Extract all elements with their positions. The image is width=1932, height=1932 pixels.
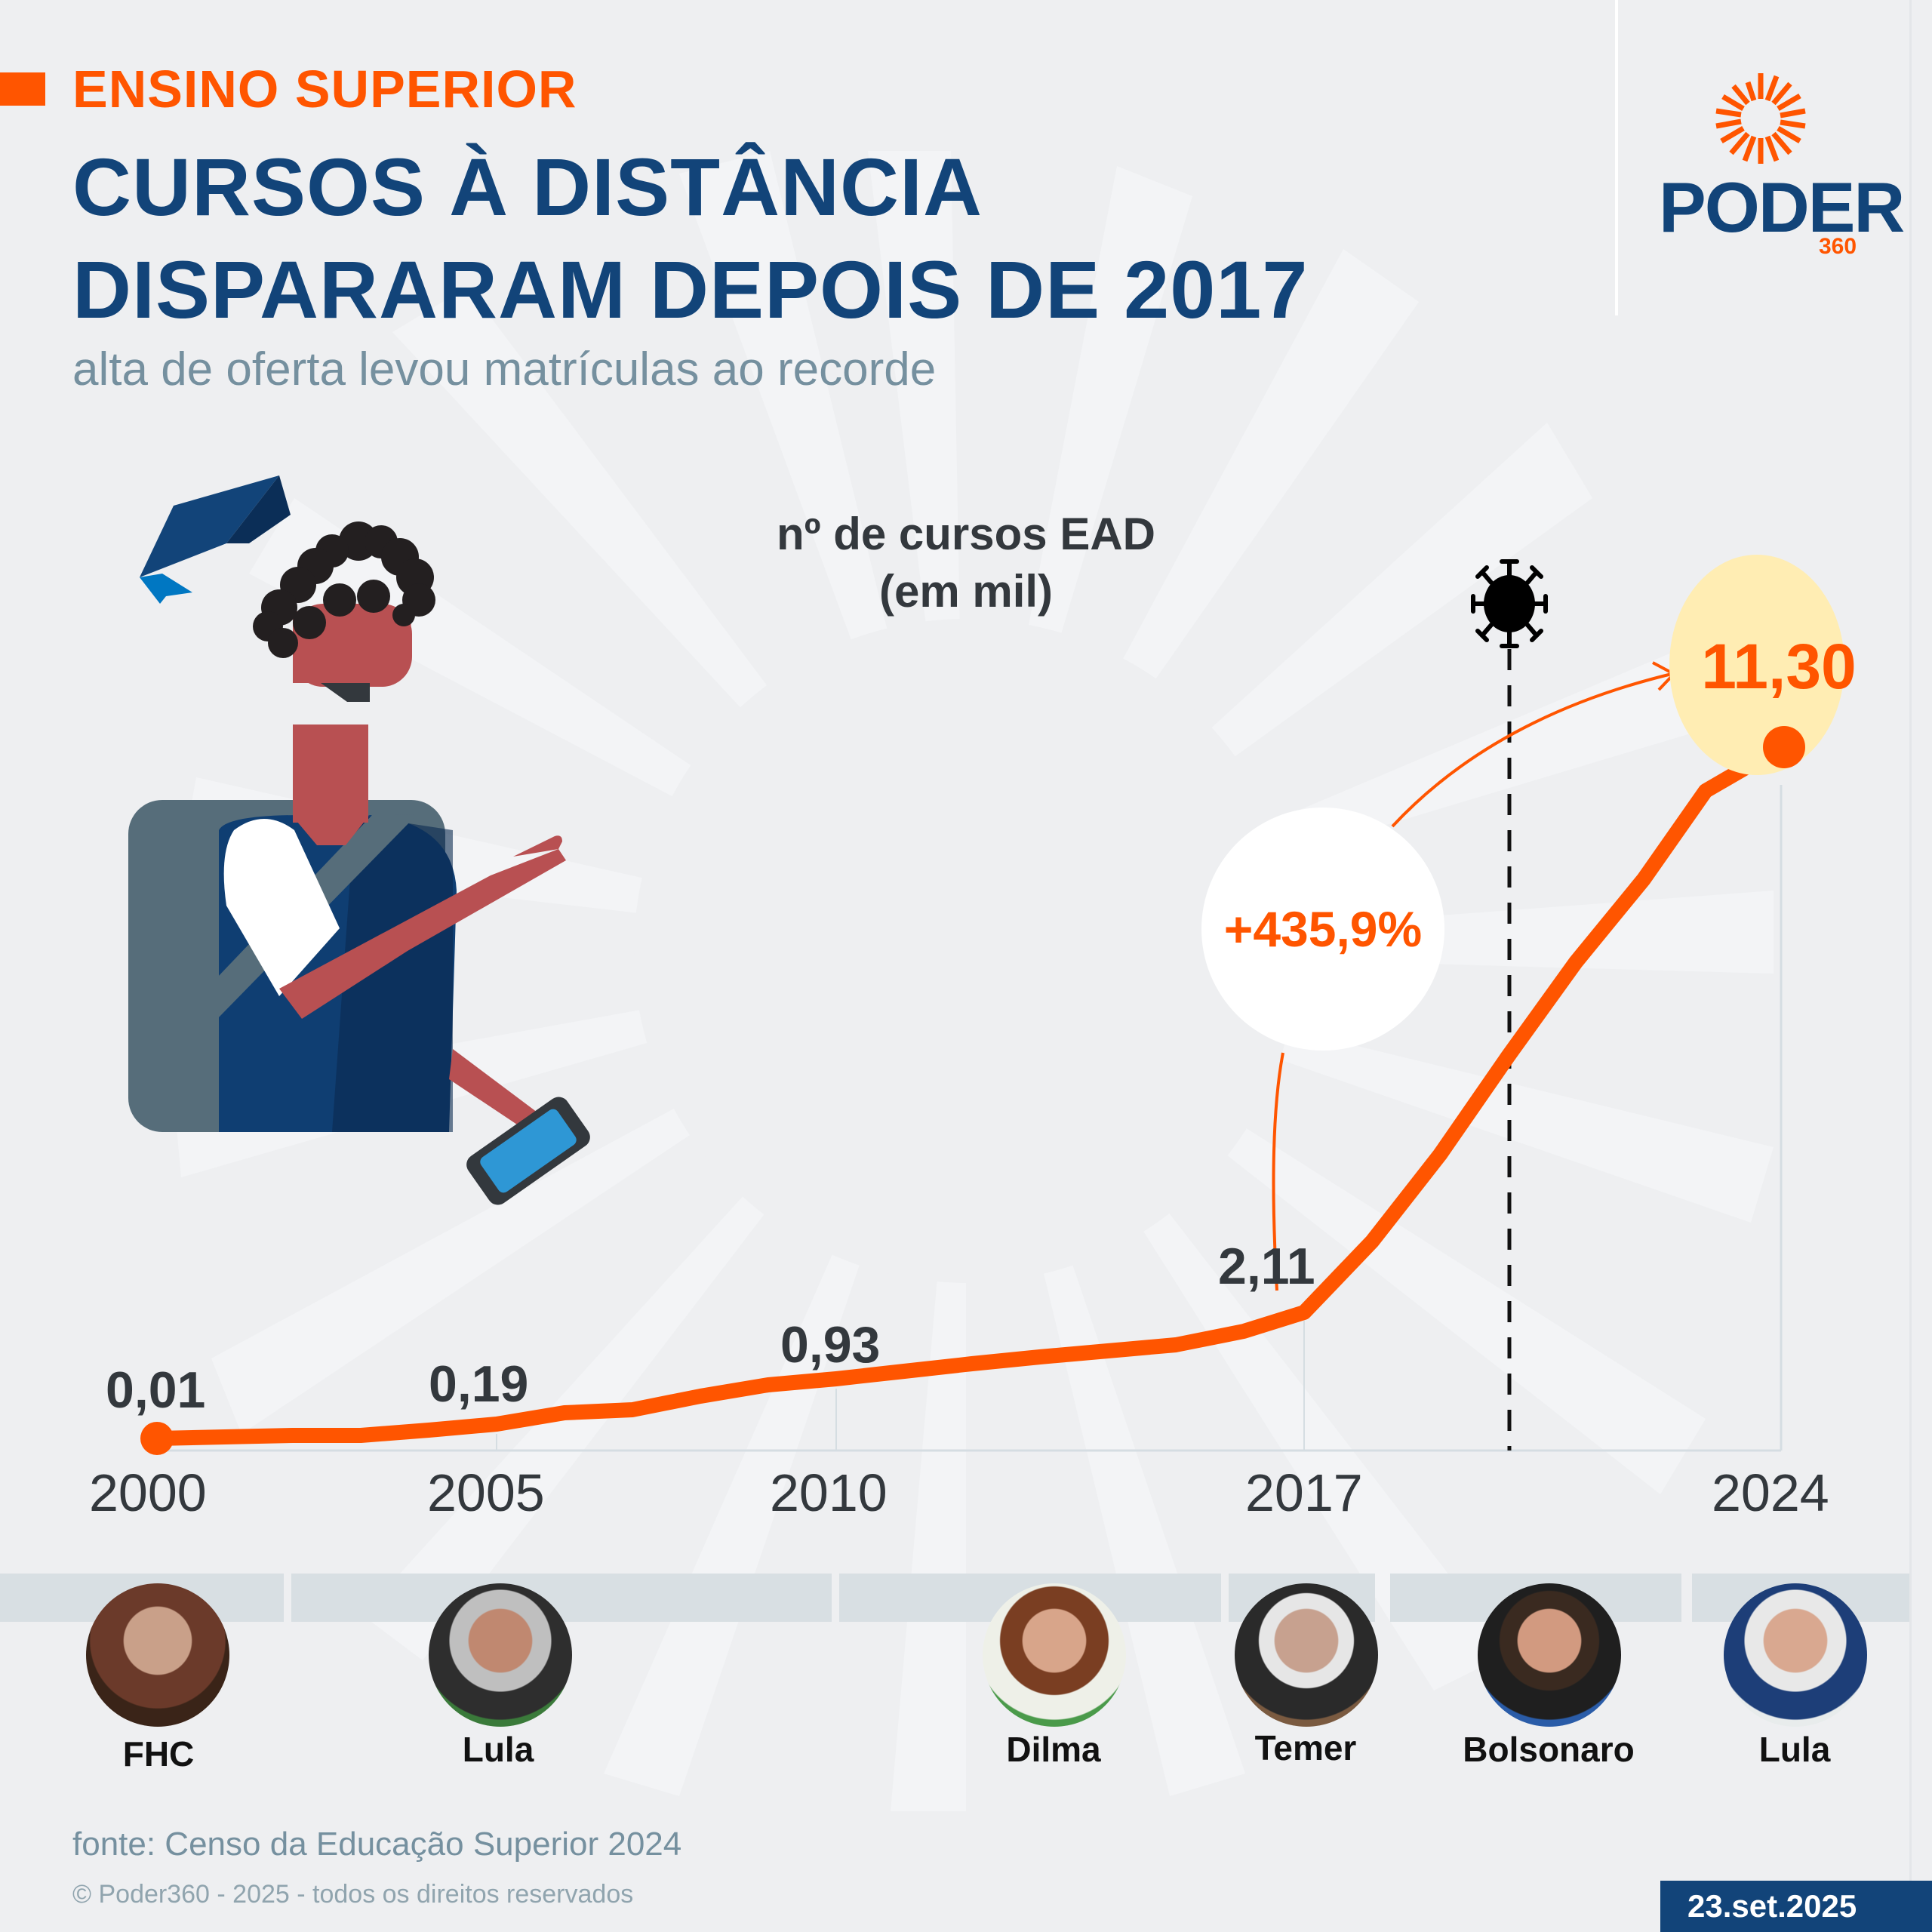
header-divider: [1615, 0, 1618, 315]
avatar-bolsonaro: [1478, 1583, 1621, 1727]
source-note: fonte: Censo da Educação Superior 2024: [72, 1826, 682, 1863]
chart-title-line-2: (em mil): [878, 566, 1054, 617]
date-badge: 23.set.2025: [1660, 1881, 1932, 1932]
avatar-temer: [1235, 1583, 1378, 1727]
student-illustration-icon: [128, 475, 590, 1205]
right-edge-line: [1909, 0, 1912, 1932]
president-name-bolsonaro: Bolsonaro: [1463, 1730, 1635, 1769]
title-line-1: CURSOS À DISTÂNCIA: [72, 141, 983, 232]
president-name-lula-2: Lula: [1758, 1730, 1831, 1769]
president-name-fhc: FHC: [122, 1734, 195, 1774]
section-kicker: ENSINO SUPERIOR: [72, 60, 577, 118]
value-label-2017: 2,11: [1218, 1238, 1315, 1295]
title-line-2: DISPARARAM DEPOIS DE 2017: [72, 244, 1309, 335]
kicker-marker: [0, 72, 45, 106]
x-tick-2017: 2017: [1245, 1463, 1363, 1522]
sunburst-icon: [1715, 73, 1806, 164]
chart-title-line-1: nº de cursos EAD: [776, 509, 1156, 559]
start-point-marker: [140, 1422, 174, 1455]
x-tick-2024: 2024: [1712, 1463, 1829, 1522]
avatar-fhc: [86, 1583, 229, 1727]
page-subtitle: alta de oferta levou matrículas ao recor…: [72, 343, 937, 395]
logo-number: 360: [1819, 234, 1857, 259]
president-name-lula-1: Lula: [462, 1730, 534, 1769]
x-tick-2000: 2000: [89, 1463, 207, 1522]
chart-title: nº de cursos EAD (em mil): [679, 506, 1253, 620]
logo-wordmark: PODER: [1659, 168, 1905, 247]
value-label-2024: 11,30: [1701, 631, 1857, 702]
final-value-highlight: [1669, 555, 1844, 775]
president-name-dilma: Dilma: [1006, 1730, 1101, 1769]
copyright-note: © Poder360 - 2025 - todos os direitos re…: [72, 1880, 634, 1909]
term-bar-lula-1: [291, 1574, 832, 1622]
value-label-2010: 0,93: [780, 1316, 881, 1374]
x-tick-2010: 2010: [770, 1463, 888, 1522]
value-label-2000: 0,01: [106, 1361, 206, 1419]
avatar-dilma: [983, 1583, 1126, 1727]
x-tick-2005: 2005: [427, 1463, 545, 1522]
avatar-lula-2: [1724, 1583, 1867, 1727]
end-point-marker: [1763, 726, 1805, 768]
growth-bubble: +435,9%: [1201, 808, 1444, 1051]
value-label-2005: 0,19: [429, 1355, 529, 1413]
avatar-lula-1: [429, 1583, 572, 1727]
president-name-temer: Temer: [1254, 1728, 1357, 1767]
data-series-line: [149, 740, 1789, 1446]
virus-icon: [1471, 559, 1548, 648]
page-title: CURSOS À DISTÂNCIA DISPARARAM DEPOIS DE …: [72, 136, 1308, 341]
